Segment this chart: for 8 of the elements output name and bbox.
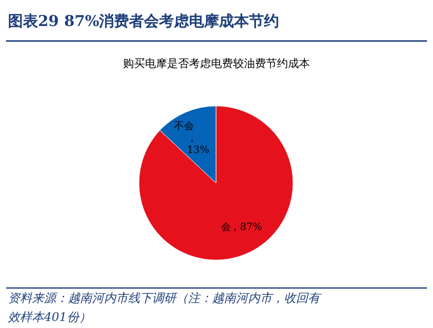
data-label: ，87%	[230, 222, 262, 233]
slice-label: 会	[220, 220, 231, 233]
data-label: ，13%	[186, 133, 210, 156]
chart-subtitle: 购买电摩是否考虑电费较油费节约成本	[123, 57, 310, 70]
slice-label: 不会	[174, 120, 194, 132]
text: 资料来源：越南河内市线下调研（注：越南河内市，收回有效样本401份）	[8, 291, 322, 324]
pie-slice	[138, 106, 294, 260]
chart-title: 图表29 87%消费者会考虑电摩成本节约	[8, 12, 280, 30]
